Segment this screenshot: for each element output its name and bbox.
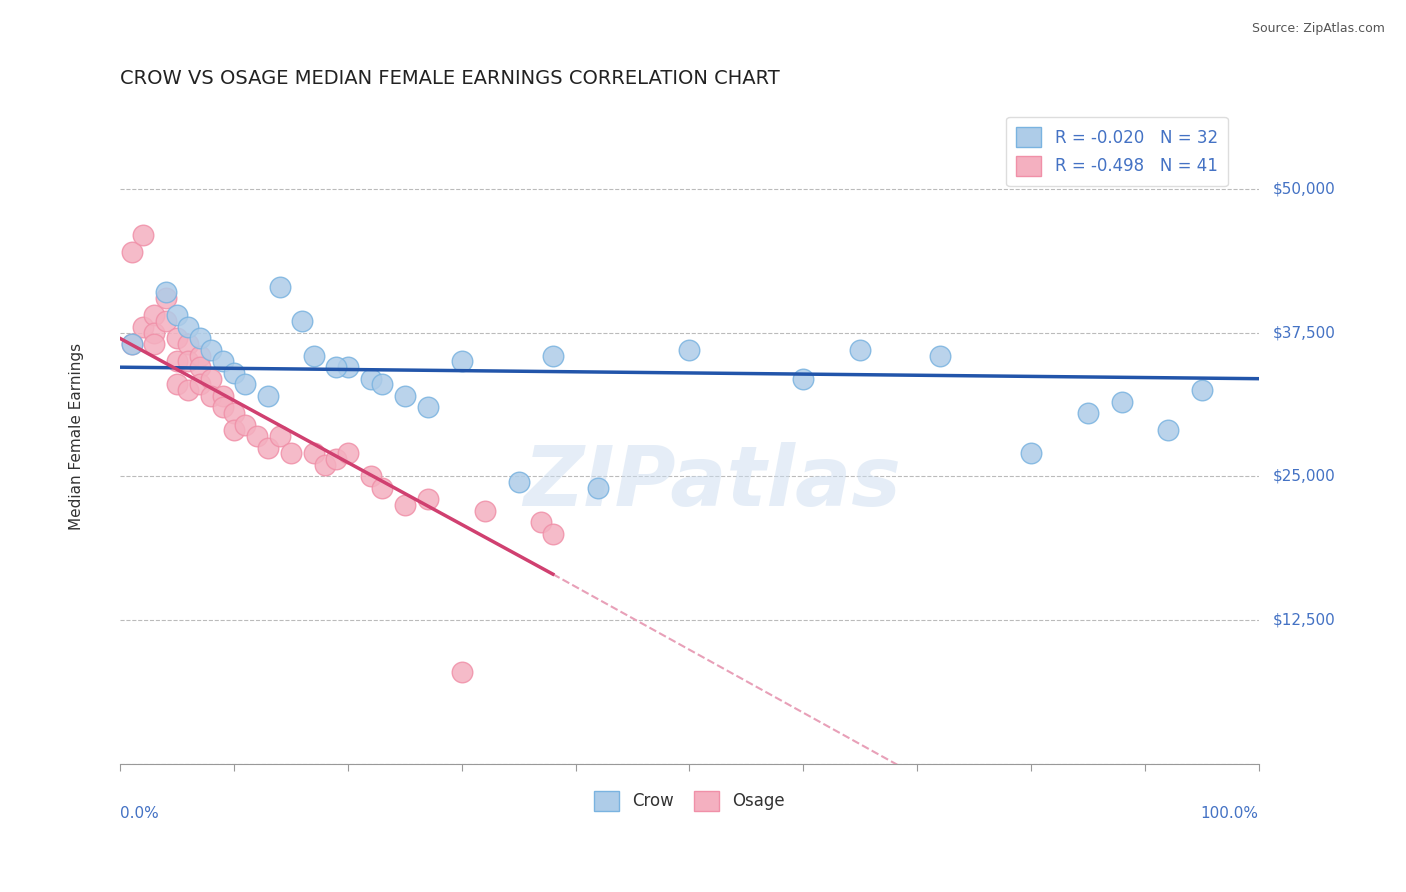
Point xyxy=(508,475,530,490)
Text: $25,000: $25,000 xyxy=(1272,469,1336,484)
Text: CROW VS OSAGE MEDIAN FEMALE EARNINGS CORRELATION CHART: CROW VS OSAGE MEDIAN FEMALE EARNINGS COR… xyxy=(120,69,780,87)
Point xyxy=(132,320,155,334)
Point xyxy=(1077,406,1099,420)
Point xyxy=(929,349,952,363)
Point xyxy=(1111,394,1133,409)
Point xyxy=(177,320,200,334)
Point xyxy=(360,372,382,386)
Point xyxy=(1157,424,1180,438)
Point xyxy=(450,354,472,368)
Point xyxy=(121,337,143,351)
Point xyxy=(166,309,188,323)
Point xyxy=(222,424,245,438)
Point xyxy=(269,429,291,443)
Point xyxy=(1191,383,1213,397)
Text: $12,500: $12,500 xyxy=(1272,613,1336,628)
Point xyxy=(188,349,211,363)
Point xyxy=(188,360,211,375)
Point xyxy=(541,527,564,541)
Point xyxy=(678,343,700,357)
Text: Median Female Earnings: Median Female Earnings xyxy=(69,343,84,530)
Text: Source: ZipAtlas.com: Source: ZipAtlas.com xyxy=(1251,22,1385,36)
Point xyxy=(155,314,177,328)
Point xyxy=(200,372,222,386)
Point xyxy=(302,349,325,363)
Point xyxy=(1019,446,1042,460)
Point xyxy=(302,446,325,460)
Text: 0.0%: 0.0% xyxy=(120,806,159,822)
Point xyxy=(416,492,439,507)
Legend: Crow, Osage: Crow, Osage xyxy=(588,784,792,818)
Point xyxy=(849,343,872,357)
Point xyxy=(235,417,257,432)
Point xyxy=(280,446,302,460)
Text: 100.0%: 100.0% xyxy=(1201,806,1258,822)
Point xyxy=(394,498,416,512)
Point xyxy=(200,343,222,357)
Point xyxy=(246,429,269,443)
Point xyxy=(588,481,610,495)
Point xyxy=(166,377,188,392)
Text: $37,500: $37,500 xyxy=(1272,326,1336,340)
Point xyxy=(291,314,314,328)
Point xyxy=(211,354,233,368)
Text: $50,000: $50,000 xyxy=(1272,181,1336,196)
Point xyxy=(211,401,233,415)
Point xyxy=(530,516,553,530)
Point xyxy=(336,446,359,460)
Point xyxy=(121,245,143,260)
Point xyxy=(188,331,211,345)
Point xyxy=(235,377,257,392)
Point xyxy=(325,452,347,467)
Point xyxy=(155,285,177,300)
Point xyxy=(177,383,200,397)
Point xyxy=(325,360,347,375)
Point xyxy=(211,389,233,403)
Point xyxy=(200,389,222,403)
Point xyxy=(792,372,814,386)
Point xyxy=(177,354,200,368)
Point xyxy=(177,337,200,351)
Point xyxy=(416,401,439,415)
Point xyxy=(371,377,394,392)
Point xyxy=(314,458,336,472)
Point xyxy=(143,309,166,323)
Text: ZIPatlas: ZIPatlas xyxy=(523,442,901,523)
Point xyxy=(336,360,359,375)
Point xyxy=(166,331,188,345)
Point xyxy=(371,481,394,495)
Point xyxy=(541,349,564,363)
Point xyxy=(155,291,177,305)
Point xyxy=(143,337,166,351)
Point xyxy=(257,389,280,403)
Point xyxy=(222,406,245,420)
Point xyxy=(450,665,472,679)
Point xyxy=(132,227,155,242)
Point xyxy=(222,366,245,380)
Point xyxy=(360,469,382,483)
Point xyxy=(474,504,496,518)
Point xyxy=(257,441,280,455)
Point xyxy=(143,326,166,340)
Point xyxy=(166,354,188,368)
Point xyxy=(188,377,211,392)
Point xyxy=(269,279,291,293)
Point xyxy=(121,337,143,351)
Point xyxy=(394,389,416,403)
